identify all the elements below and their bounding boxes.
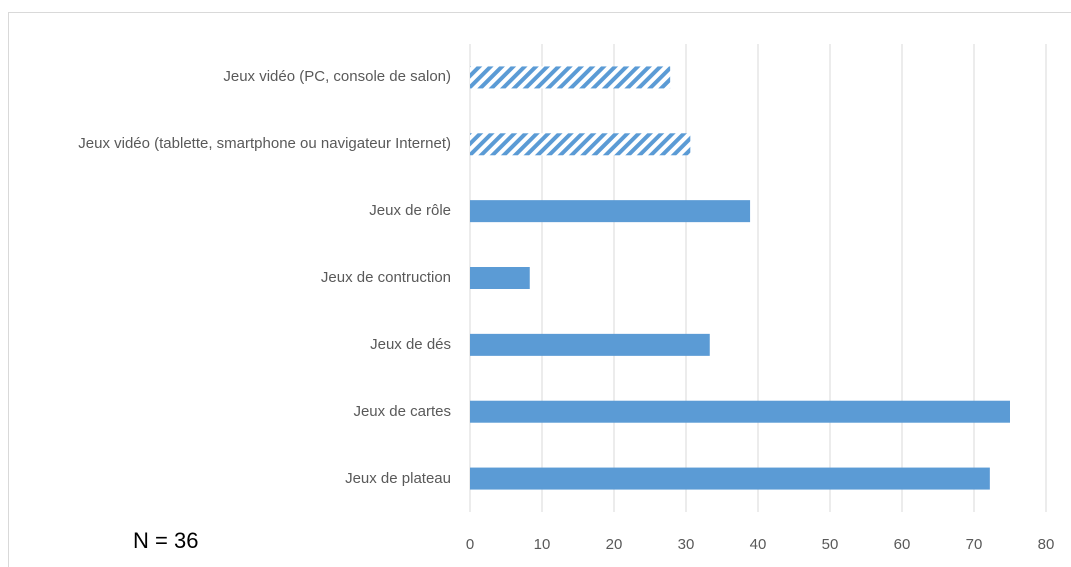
x-tick-label: 70 bbox=[966, 536, 983, 553]
x-tick-label: 10 bbox=[534, 536, 551, 553]
x-tick-label: 80 bbox=[1038, 536, 1055, 553]
bar bbox=[470, 66, 671, 89]
bar bbox=[470, 467, 990, 490]
bar bbox=[470, 333, 710, 356]
y-tick-label: Jeux de dés bbox=[370, 335, 451, 353]
bar bbox=[470, 267, 530, 289]
chart-frame bbox=[8, 12, 1071, 567]
x-tick-label: 30 bbox=[678, 536, 695, 553]
annotation: N = 36 bbox=[133, 528, 199, 553]
x-tick-label: 40 bbox=[750, 536, 767, 553]
bar bbox=[470, 133, 691, 156]
y-tick-label: Jeux vidéo (tablette, smartphone ou navi… bbox=[78, 135, 451, 153]
bar bbox=[470, 200, 751, 223]
y-tick-label: Jeux de cartes bbox=[353, 402, 451, 420]
y-tick-label: Jeux de rôle bbox=[369, 202, 451, 220]
y-tick-label: Jeux de plateau bbox=[345, 469, 451, 487]
x-tick-label: 0 bbox=[466, 536, 474, 553]
y-tick-label: Jeux de contruction bbox=[320, 269, 451, 286]
x-tick-label: 20 bbox=[606, 536, 623, 553]
y-tick-label: Jeux vidéo (PC, console de salon) bbox=[223, 68, 451, 86]
x-tick-label: 50 bbox=[822, 536, 839, 553]
x-tick-label: 60 bbox=[894, 536, 911, 553]
bar bbox=[470, 400, 1010, 423]
